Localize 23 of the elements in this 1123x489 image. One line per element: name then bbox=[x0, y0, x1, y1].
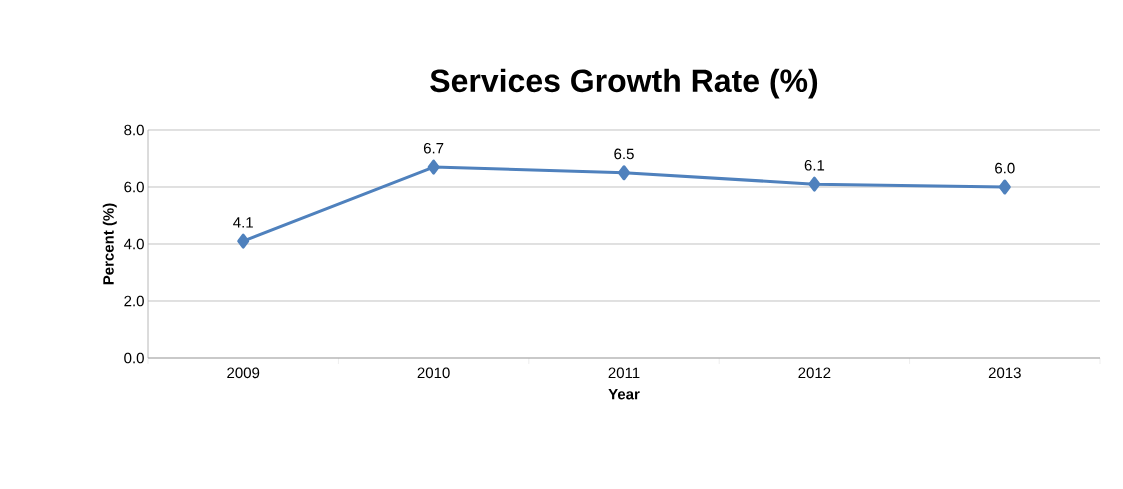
chart-title: Services Growth Rate (%) bbox=[430, 68, 818, 99]
data-label: 6.1 bbox=[804, 159, 825, 171]
data-label: 6.5 bbox=[614, 148, 634, 160]
y-tick-label: 0.0 bbox=[124, 352, 144, 364]
data-label: 4.1 bbox=[233, 217, 253, 228]
data-label: 6.0 bbox=[995, 162, 1015, 174]
x-tick-label: 2010 bbox=[417, 367, 450, 379]
point bbox=[998, 179, 1011, 195]
y-axis-title: Percent (%) bbox=[102, 203, 117, 285]
x-axis-title: Year bbox=[608, 389, 640, 400]
y-tick-label: 2.0 bbox=[124, 295, 144, 307]
x-tick-label: 2009 bbox=[227, 367, 260, 379]
y-tick-label: 6.0 bbox=[124, 181, 144, 193]
point bbox=[427, 159, 440, 175]
data-label: 6.7 bbox=[423, 142, 444, 154]
x-tick-label: 2012 bbox=[798, 367, 831, 379]
x-tick-label: 2011 bbox=[608, 367, 640, 379]
point bbox=[237, 233, 250, 249]
y-tick-label: 8.0 bbox=[124, 124, 144, 136]
point bbox=[618, 165, 630, 181]
y-tick-label: 4.0 bbox=[123, 238, 144, 250]
point bbox=[808, 176, 821, 192]
x-tick-label: 2013 bbox=[988, 367, 1021, 379]
